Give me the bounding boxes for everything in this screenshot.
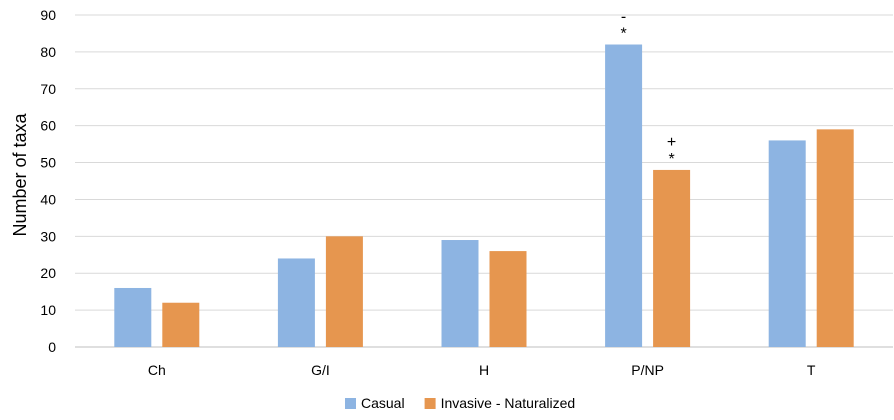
bar-casual: [768, 140, 806, 347]
bar-invasive-naturalized: [325, 236, 363, 347]
bar-casual: [605, 44, 643, 348]
y-tick-label: 10: [40, 302, 56, 318]
legend-label: Invasive - Naturalized: [441, 395, 576, 411]
y-tick-label: 0: [48, 339, 56, 355]
y-axis-title: Number of taxa: [10, 112, 30, 236]
legend: Casual Invasive - Naturalized: [345, 395, 575, 411]
bar-invasive-naturalized: [816, 129, 854, 347]
x-tick-label: T: [807, 362, 816, 378]
bar-casual: [114, 287, 152, 347]
x-tick-label: H: [479, 362, 489, 378]
x-tick-label: G/I: [311, 362, 330, 378]
legend-swatch: [345, 398, 356, 409]
y-tick-label: 30: [40, 228, 56, 244]
y-tick-label: 70: [40, 81, 56, 97]
y-tick-label: 80: [40, 44, 56, 60]
bar-casual: [277, 258, 315, 347]
x-tick-label: P/NP: [631, 362, 664, 378]
significance-marker: +: [667, 134, 676, 151]
bar-invasive-naturalized: [653, 169, 691, 347]
y-tick-label: 20: [40, 265, 56, 281]
gridlines: [75, 14, 893, 348]
annotations: -*+*: [620, 9, 676, 168]
significance-marker: *: [668, 151, 674, 168]
y-tick-label: 60: [40, 118, 56, 134]
y-tick-label: 90: [40, 7, 56, 23]
bars: [114, 44, 854, 348]
significance-marker: -: [621, 9, 626, 26]
x-axis-ticks: Ch G/I H P/NP T: [148, 362, 816, 378]
y-axis-ticks: 0 10 20 30 40 50 60 70 80 90: [40, 7, 56, 355]
x-tick-label: Ch: [148, 362, 166, 378]
bar-casual: [441, 240, 479, 347]
legend-label: Casual: [361, 395, 405, 411]
legend-swatch: [424, 398, 436, 409]
bar-invasive-naturalized: [489, 251, 527, 347]
y-tick-label: 50: [40, 155, 56, 171]
y-tick-label: 40: [40, 191, 56, 207]
bar-invasive-naturalized: [162, 302, 200, 347]
significance-marker: *: [620, 26, 626, 43]
